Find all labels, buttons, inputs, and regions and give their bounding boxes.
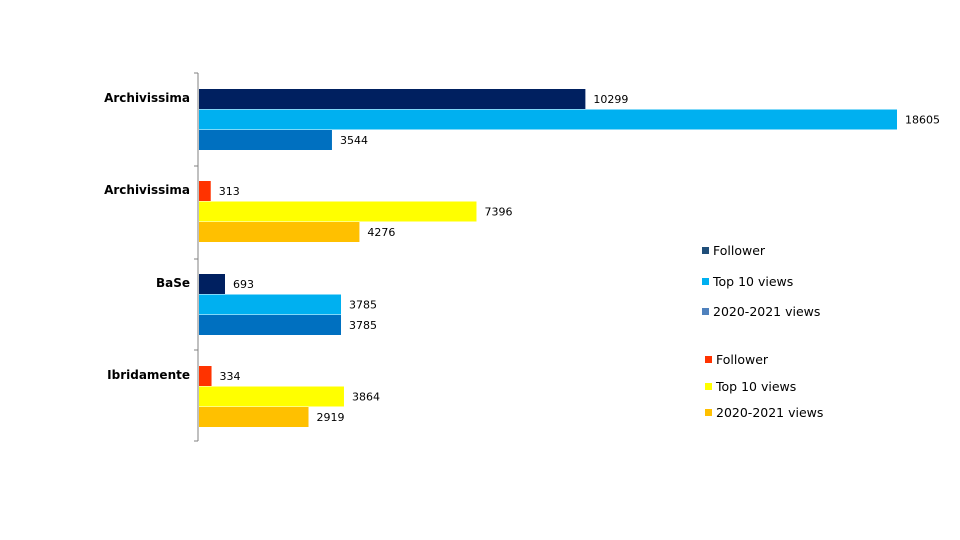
legend-marker: [705, 383, 712, 390]
category-labels: Archivissima Archivissima BaSe Ibridamente: [104, 91, 190, 382]
data-label: 7396: [484, 206, 512, 219]
legend: Follower Top 10 views 2020-2021 views: [705, 352, 823, 420]
category-label: Ibridamente: [107, 368, 190, 382]
data-label: 3544: [340, 134, 368, 147]
bar: [199, 315, 342, 335]
category-label: BaSe: [156, 276, 190, 290]
data-label: 3864: [352, 391, 380, 404]
legend-marker: [702, 308, 709, 315]
data-label: 693: [233, 278, 254, 291]
data-label: 10299: [593, 93, 628, 106]
bar: [199, 366, 212, 386]
bar: [199, 201, 477, 222]
data-label: 2919: [317, 411, 345, 424]
legend-marker: [705, 409, 712, 416]
bar: [199, 130, 332, 150]
category-label: Archivissima: [104, 183, 190, 197]
legend-marker: [702, 247, 709, 254]
category-label: Archivissima: [104, 91, 190, 105]
legend-label: Top 10 views: [712, 274, 793, 289]
data-label: 18605: [905, 114, 940, 127]
bar: [199, 181, 211, 201]
legend-marker: [705, 356, 712, 363]
data-label: 3785: [349, 319, 377, 332]
bar: [199, 222, 360, 242]
data-label: 4276: [367, 226, 395, 239]
legend-label: Follower: [713, 243, 766, 258]
legend: Follower Top 10 views 2020-2021 views: [702, 243, 820, 319]
legend-label: 2020-2021 views: [716, 405, 823, 420]
legend-label: 2020-2021 views: [713, 304, 820, 319]
bars-layer: [199, 89, 897, 427]
data-label: 313: [219, 185, 240, 198]
bar: [199, 294, 342, 315]
legend-marker: [702, 278, 709, 285]
value-labels: 10299 18605 3544 313 7396 4276 693 3785 3785 334 3…: [219, 93, 940, 424]
data-label: 334: [220, 370, 241, 383]
bar: [199, 274, 225, 294]
legend-label: Follower: [716, 352, 769, 367]
y-axis-ticks: [194, 72, 198, 442]
legend-label: Top 10 views: [715, 379, 796, 394]
data-label: 3785: [349, 299, 377, 312]
bar: [199, 386, 344, 407]
bar: [199, 89, 586, 109]
bar: [199, 109, 897, 130]
bar: [199, 407, 309, 427]
